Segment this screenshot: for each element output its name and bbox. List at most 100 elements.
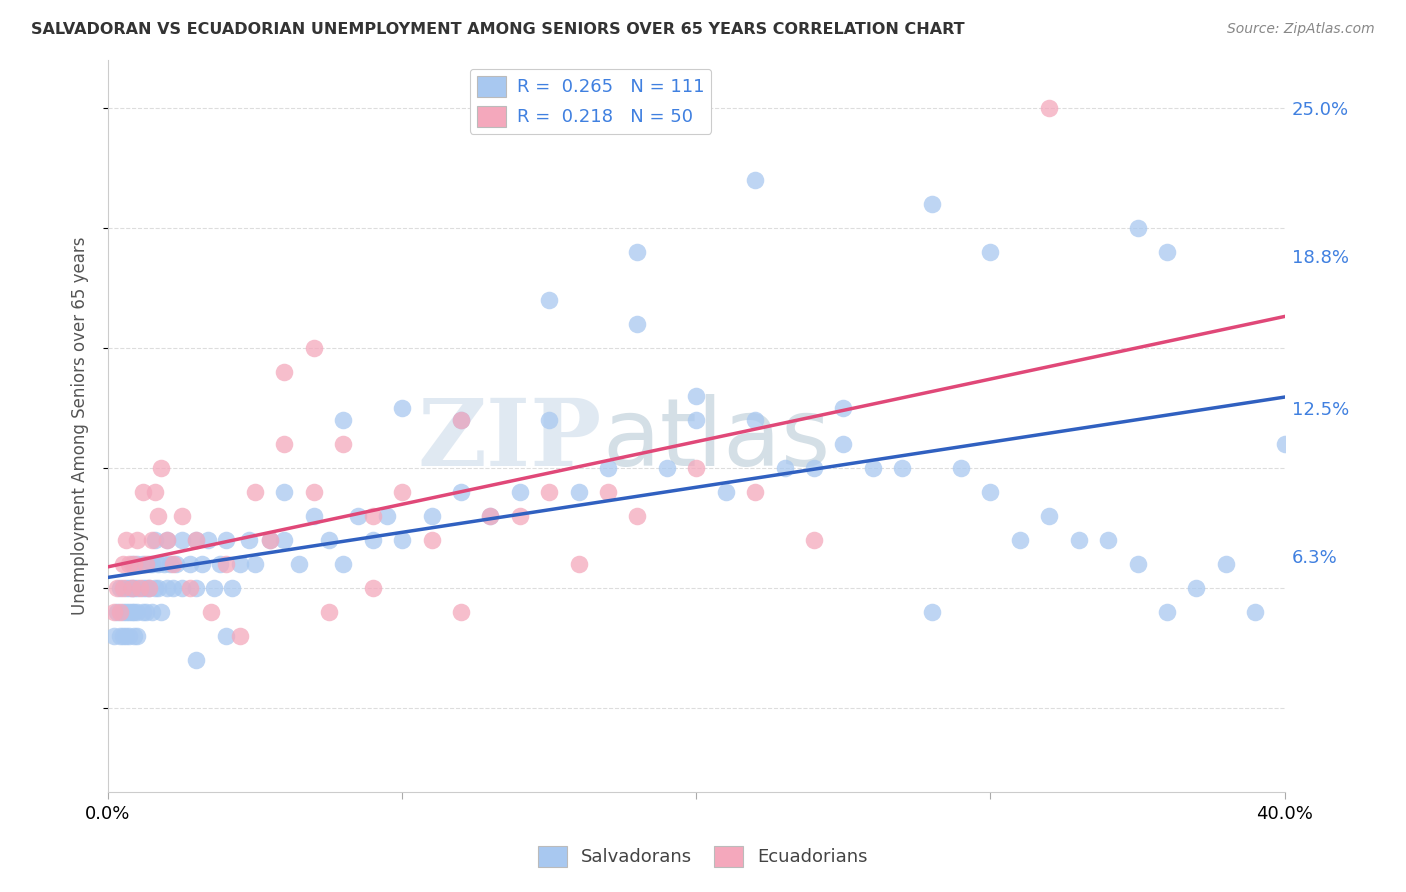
Point [186,652,208,666]
Point [129,581,152,595]
Point [273,484,295,499]
Point [377,508,399,523]
Point [114,533,136,547]
Point [162,581,184,595]
Point [124,629,146,643]
Point [124,581,146,595]
Point [221,581,243,595]
Point [1097,533,1119,547]
Point [202,581,225,595]
Point [420,533,443,547]
Point [479,508,502,523]
Point [538,484,561,499]
Point [803,533,825,547]
Point [179,557,201,571]
Point [108,605,131,619]
Point [568,557,591,571]
Point [162,557,184,571]
Point [1126,557,1149,571]
Point [143,581,166,595]
Point [509,508,531,523]
Point [273,533,295,547]
Point [149,460,172,475]
Point [114,629,136,643]
Point [450,412,472,426]
Point [332,412,354,426]
Point [156,533,179,547]
Point [862,460,884,475]
Point [146,508,169,523]
Point [117,581,139,595]
Point [655,460,678,475]
Text: SALVADORAN VS ECUADORIAN UNEMPLOYMENT AMONG SENIORS OVER 65 YEARS CORRELATION CH: SALVADORAN VS ECUADORIAN UNEMPLOYMENT AM… [31,22,965,37]
Point [347,508,370,523]
Point [243,557,266,571]
Point [117,629,139,643]
Point [141,605,163,619]
Point [105,581,128,595]
Point [186,533,208,547]
Point [121,557,143,571]
Legend: Salvadorans, Ecuadorians: Salvadorans, Ecuadorians [531,838,875,874]
Point [509,484,531,499]
Point [538,412,561,426]
Y-axis label: Unemployment Among Seniors over 65 years: Unemployment Among Seniors over 65 years [72,236,89,615]
Point [318,533,340,547]
Point [979,484,1001,499]
Point [127,629,149,643]
Point [273,365,295,379]
Point [105,605,128,619]
Point [135,605,157,619]
Point [132,581,155,595]
Point [361,581,384,595]
Point [891,460,914,475]
Point [744,172,766,186]
Point [146,557,169,571]
Point [273,436,295,450]
Point [921,196,943,211]
Point [135,581,157,595]
Point [420,508,443,523]
Point [132,605,155,619]
Point [111,629,134,643]
Point [302,341,325,355]
Point [103,605,125,619]
Point [141,533,163,547]
Point [114,605,136,619]
Point [111,557,134,571]
Point [332,436,354,450]
Point [170,581,193,595]
Point [108,629,131,643]
Point [186,533,208,547]
Point [302,484,325,499]
Point [124,557,146,571]
Point [832,401,855,415]
Point [318,605,340,619]
Point [1008,533,1031,547]
Point [114,581,136,595]
Point [156,533,179,547]
Point [1215,557,1237,571]
Point [450,605,472,619]
Point [1038,101,1060,115]
Point [391,401,413,415]
Point [156,581,179,595]
Point [259,533,281,547]
Text: Source: ZipAtlas.com: Source: ZipAtlas.com [1227,22,1375,37]
Point [117,557,139,571]
Point [132,557,155,571]
Point [208,557,231,571]
Point [538,293,561,307]
Point [197,533,219,547]
Point [1156,244,1178,259]
Point [626,508,648,523]
Point [744,484,766,499]
Point [1156,605,1178,619]
Point [143,533,166,547]
Point [832,436,855,450]
Point [111,581,134,595]
Point [1038,508,1060,523]
Point [950,460,973,475]
Point [108,581,131,595]
Point [229,629,252,643]
